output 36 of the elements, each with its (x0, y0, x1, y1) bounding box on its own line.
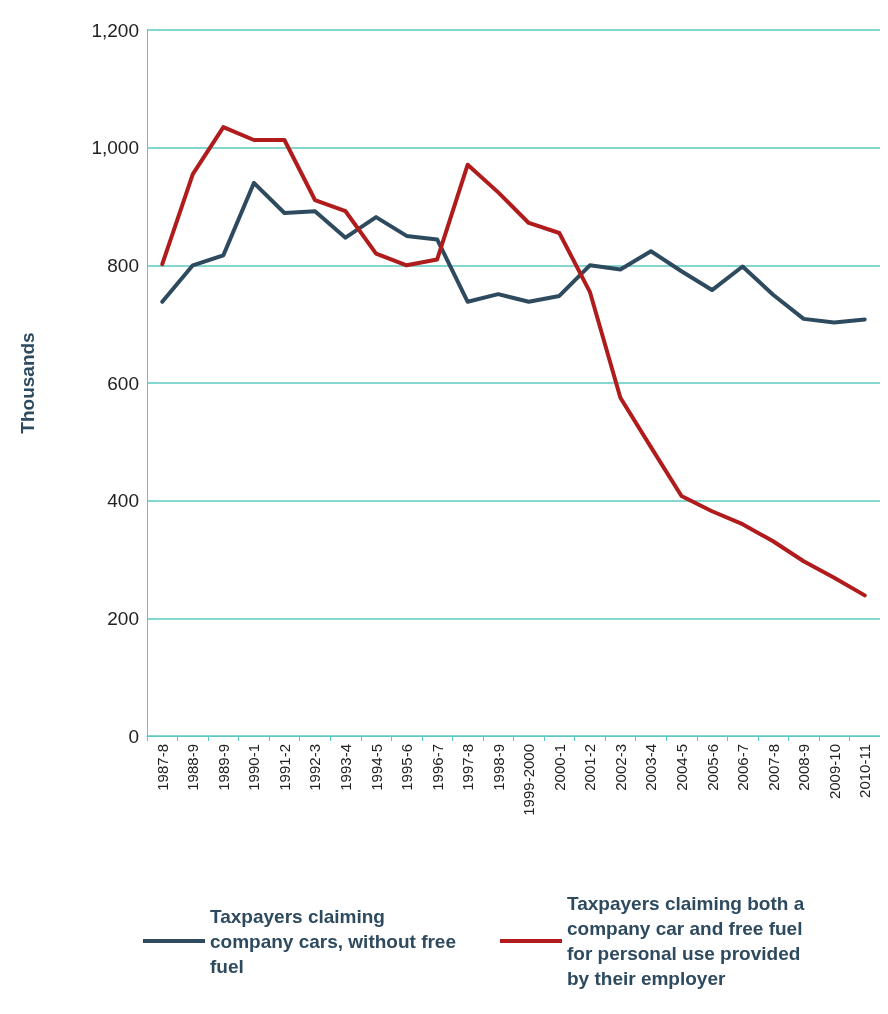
x-tick-label: 1997-8 (459, 744, 477, 791)
legend-label: Taxpayers claiming company cars, without free fuel (210, 905, 462, 977)
x-tick-label: 2001-2 (581, 744, 599, 791)
x-tick-label: 1994-5 (367, 744, 385, 791)
x-tick-label: 1988-9 (184, 744, 202, 791)
x-tick-label: 2006-7 (734, 744, 752, 791)
x-tick-label: 2010-11 (856, 744, 874, 798)
x-tick-label: 1989-9 (214, 744, 232, 791)
y-tick-label: 400 (107, 490, 139, 512)
x-tick-label: 1991-2 (275, 744, 293, 791)
y-tick-label: 600 (107, 372, 139, 394)
y-tick-label: 1,200 (91, 19, 139, 41)
x-tick-label: 1993-4 (337, 744, 355, 791)
y-tick-label: 0 (128, 725, 139, 747)
x-tick-label: 2007-8 (764, 744, 782, 791)
x-tick-label: 1998-9 (489, 744, 507, 791)
y-tick-label: 800 (107, 254, 139, 276)
x-tick-label: 2000-1 (550, 744, 568, 791)
y-tick-label: 200 (107, 607, 139, 629)
x-tick-label: 2004-5 (672, 744, 690, 791)
x-tick-label: 1987-8 (153, 744, 171, 791)
x-tick-label: 2009-10 (825, 744, 843, 800)
x-tick-label: 1992-3 (306, 744, 324, 791)
x-tick-label: 2005-6 (703, 744, 721, 791)
x-tick-label: 1995-6 (398, 744, 416, 791)
x-tick-label: 2008-9 (795, 744, 813, 791)
x-tick-label: 1996-7 (428, 744, 446, 791)
legend-label: Taxpayers claiming both a company car and free fuel for personal use provided by their employer (567, 893, 810, 989)
y-axis-title: Thousands (17, 332, 38, 434)
line-series (160, 180, 867, 325)
x-tick-label: 1999-2000 (520, 744, 538, 816)
x-tick-label: 2003-4 (642, 744, 660, 791)
x-tick-label: 2002-3 (611, 744, 629, 791)
y-tick-label: 1,000 (91, 137, 139, 159)
line-series (160, 125, 867, 598)
x-tick-label: 1990-1 (245, 744, 263, 791)
